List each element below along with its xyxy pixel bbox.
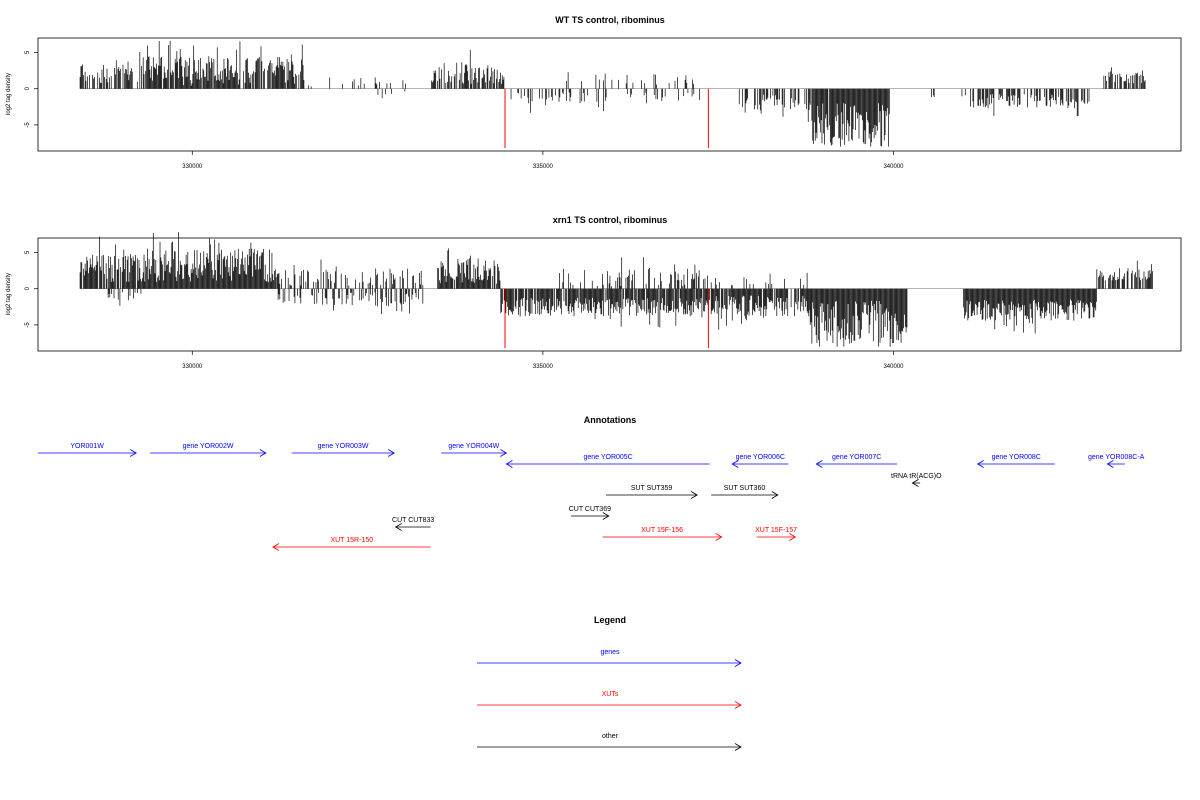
legend-entry-genes: genes xyxy=(477,649,742,667)
feature-xut-15r-150: XUT 15R-150 xyxy=(272,537,431,551)
wt-y-tick-label: 0 xyxy=(25,86,31,90)
wt-axes: -5 0 5 330000 335000 340000 xyxy=(25,50,904,170)
feature-cut-cut833: CUT CUT833 xyxy=(392,517,434,531)
feature-gene-yor004w: gene YOR004W xyxy=(441,443,508,457)
annotation-features: YOR001W gene YOR002W gene YOR003W gene YOR0… xyxy=(38,443,1145,551)
feature-cut-cut369: CUT CUT369 xyxy=(569,506,611,520)
xrn1-x-tick-label: 335000 xyxy=(533,364,554,370)
legend-entries: genes XUTs other xyxy=(477,649,742,751)
feature-arrowhead xyxy=(394,523,402,531)
feature-sut-sut360: SUT SUT360 xyxy=(711,485,779,499)
feature-label: SUT SUT360 xyxy=(724,485,766,492)
legend-arrowhead xyxy=(734,743,742,751)
feature-sut-sut359: SUT SUT359 xyxy=(605,485,698,499)
feature-label: CUT CUT369 xyxy=(569,506,611,513)
feature-label: gene YOR007C xyxy=(832,454,881,461)
feature-gene-yor002w: gene YOR002W xyxy=(150,443,267,457)
feature-arrowhead xyxy=(715,533,723,541)
xrn1-y-tick-label: 0 xyxy=(25,286,31,290)
feature-label: gene YOR006C xyxy=(736,454,785,461)
feature-arrowhead xyxy=(272,543,280,551)
legend-entry-xuts: XUTs xyxy=(477,691,742,709)
xrn1-y-tick-label: -5 xyxy=(25,322,31,328)
feature-gene-yor008c: gene YOR008C xyxy=(976,454,1055,468)
feature-label: gene YOR002W xyxy=(183,443,234,450)
wt-panel-title: WT TS control, ribominus xyxy=(555,15,665,25)
feature-arrowhead xyxy=(976,460,984,468)
wt-panel: WT TS control, ribominus log2 tag densit… xyxy=(6,15,1182,170)
feature-label: XUT 15R-150 xyxy=(330,537,373,544)
feature-trna-tr-acg-o: tRNA tR(ACG)O xyxy=(891,473,942,487)
legend-label: other xyxy=(602,733,619,740)
feature-gene-yor006c: gene YOR006C xyxy=(731,454,789,468)
annotations-track: Annotations YOR001W gene YOR002W gene YOR0… xyxy=(38,415,1145,551)
xrn1-y-axis-label: log2 tag density xyxy=(6,273,12,315)
feature-yor001w: YOR001W xyxy=(38,443,137,457)
feature-label: gene YOR008C-A xyxy=(1088,454,1145,461)
legend-title: Legend xyxy=(594,615,626,625)
feature-label: tRNA tR(ACG)O xyxy=(891,473,942,480)
feature-gene-yor007c: gene YOR007C xyxy=(815,454,898,468)
legend-label: XUTs xyxy=(602,691,619,698)
feature-label: gene YOR003W xyxy=(318,443,369,450)
annotations-title: Annotations xyxy=(584,415,637,425)
feature-arrowhead xyxy=(505,460,513,468)
wt-plot-frame xyxy=(37,37,1182,152)
feature-gene-yor008c-a: gene YOR008C-A xyxy=(1088,454,1145,468)
feature-arrowhead xyxy=(602,512,610,520)
wt-x-tick-label: 335000 xyxy=(533,164,554,170)
feature-arrowhead xyxy=(259,449,267,457)
wt-x-tick-label: 330000 xyxy=(182,164,203,170)
feature-gene-yor005c: gene YOR005C xyxy=(505,454,710,468)
feature-arrowhead xyxy=(1106,460,1114,468)
legend-arrowhead xyxy=(734,659,742,667)
feature-arrowhead xyxy=(731,460,739,468)
xrn1-x-tick-label: 340000 xyxy=(883,364,904,370)
xrn1-panel-title: xrn1 TS control, ribominus xyxy=(553,215,668,225)
feature-label: gene YOR004W xyxy=(448,443,499,450)
wt-y-tick-label: 5 xyxy=(25,50,31,54)
xrn1-y-tick-label: 5 xyxy=(25,250,31,254)
xrn1-plot-frame xyxy=(37,237,1182,352)
wt-y-tick-label: -5 xyxy=(25,122,31,128)
feature-label: YOR001W xyxy=(70,443,104,450)
feature-arrowhead xyxy=(500,449,508,457)
feature-label: XUT 15F-157 xyxy=(755,527,797,534)
feature-arrowhead xyxy=(911,479,919,487)
feature-arrowhead xyxy=(771,491,779,499)
wt-y-axis-label: log2 tag density xyxy=(6,73,12,115)
legend-entry-other: other xyxy=(477,733,742,751)
wt-density-bars xyxy=(79,40,1146,149)
feature-xut-15f-156: XUT 15F-156 xyxy=(602,527,723,541)
feature-label: gene YOR008C xyxy=(992,454,1041,461)
xrn1-x-tick-label: 330000 xyxy=(182,364,203,370)
legend-arrowhead xyxy=(734,701,742,709)
feature-arrowhead xyxy=(690,491,698,499)
feature-gene-yor003w: gene YOR003W xyxy=(291,443,396,457)
feature-xut-15f-157: XUT 15F-157 xyxy=(755,527,797,541)
feature-label: SUT SUT359 xyxy=(631,485,673,492)
feature-label: CUT CUT833 xyxy=(392,517,434,524)
feature-arrowhead xyxy=(129,449,137,457)
xrn1-axes: -5 0 5 330000 335000 340000 xyxy=(25,250,904,370)
xrn1-panel: xrn1 TS control, ribominus log2 tag dens… xyxy=(6,215,1182,370)
xrn1-density-bars xyxy=(79,232,1153,349)
legend-label: genes xyxy=(600,649,620,656)
legend: Legend genes XUTs other xyxy=(477,615,742,751)
wt-x-tick-label: 340000 xyxy=(883,164,904,170)
feature-label: gene YOR005C xyxy=(583,454,632,461)
feature-arrowhead xyxy=(789,533,797,541)
feature-label: XUT 15F-156 xyxy=(641,527,683,534)
feature-arrowhead xyxy=(388,449,396,457)
feature-arrowhead xyxy=(815,460,823,468)
